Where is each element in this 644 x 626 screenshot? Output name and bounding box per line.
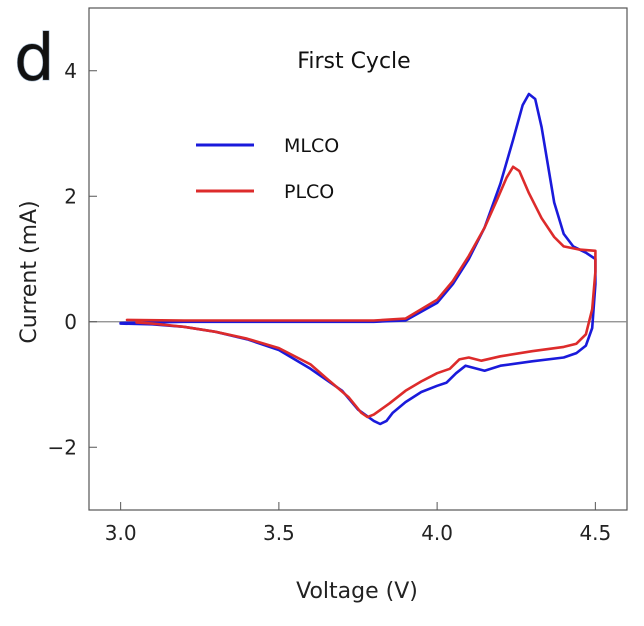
x-tick-label: 4.0 [421,521,453,545]
chart-title: First Cycle [297,49,410,74]
plot-frame [88,7,628,511]
x-axis-label: Voltage (V) [296,579,418,604]
series-layer [119,92,597,426]
y-tick-label: −2 [48,435,77,459]
legend: MLCO PLCO [196,135,339,203]
y-tick-label: 0 [64,310,77,334]
x-tick-label: 3.0 [105,521,137,545]
legend-label-plco: PLCO [284,181,334,203]
y-tick-label: 4 [64,59,77,83]
y-axis-label: Current (mA) [17,200,42,343]
axis-ticks: 3.0 3.5 4.0 4.5 −2 0 2 4 [48,59,612,545]
x-tick-label: 4.5 [579,521,611,545]
legend-label-mlco: MLCO [284,135,339,157]
series-line-plco [125,165,597,419]
y-tick-label: 2 [64,184,77,208]
x-tick-label: 3.5 [263,521,295,545]
series-line-mlco [119,92,597,426]
panel-label: d [14,22,55,96]
